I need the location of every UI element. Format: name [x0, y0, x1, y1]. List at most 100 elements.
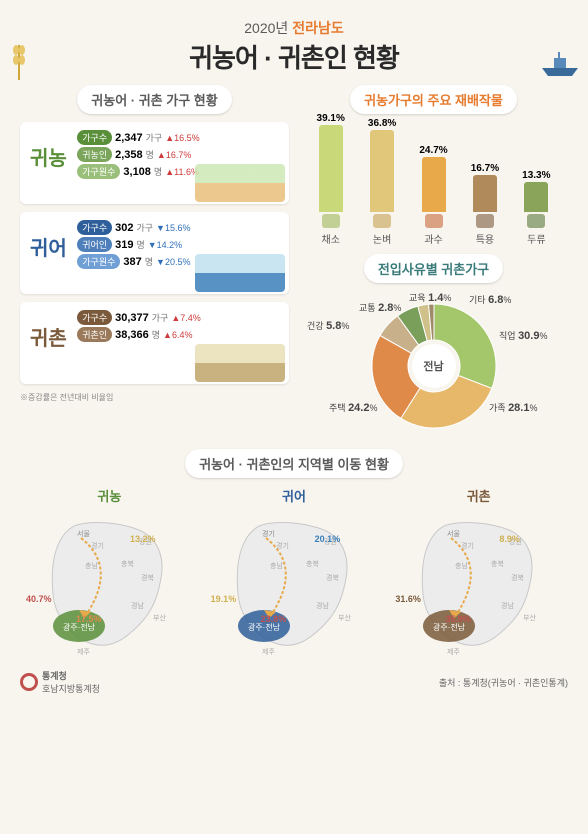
- pie-center: 전남: [412, 344, 456, 388]
- pie-label: 기타 6.8%: [469, 293, 511, 306]
- card-art: [195, 254, 285, 292]
- map-value: 40.7%: [26, 594, 52, 604]
- korea-map-icon: 광주·전남 서울 경기 강원 충북 충남 경북 경남 부산 제주: [29, 508, 189, 658]
- stat-value: 387: [123, 256, 141, 268]
- footer: 통계청 호남지방통계청 출처 : 통계청(귀농어 · 귀촌인통계): [20, 669, 568, 695]
- bar-col: 16.7% 특용: [463, 163, 506, 246]
- stat-delta: ▲16.5%: [165, 133, 199, 143]
- stat-value: 38,366: [115, 329, 149, 341]
- map-value: 17.5%: [76, 614, 102, 624]
- map-value: 8.9%: [499, 534, 520, 544]
- bar-icon: [527, 214, 545, 228]
- stat-row: 귀농인 2,358명 ▲16.7%: [77, 147, 199, 162]
- stat-delta: ▼15.6%: [156, 223, 190, 233]
- card-귀촌: 귀촌 가구수 30,377가구 ▲7.4% 귀촌인 38,366명 ▲6.4%: [20, 302, 289, 384]
- stat-value: 30,377: [115, 312, 149, 324]
- bar: [473, 175, 497, 212]
- stat-pill: 가구수: [77, 310, 112, 325]
- pie-label: 직업 30.9%: [499, 329, 548, 342]
- bar-category: 채소: [322, 231, 340, 246]
- stat-delta: ▲6.4%: [163, 330, 192, 340]
- map-귀어: 귀어 광주·전남 경기 경기 강원 충북 충남 경북 경남 부산 제주 23.8…: [205, 486, 384, 663]
- maps-title: 귀농어 · 귀촌인의 지역별 이동 현황: [185, 449, 403, 478]
- map-귀농: 귀농 광주·전남 서울 경기 강원 충북 충남 경북 경남 부산 제주 40.7…: [20, 486, 199, 663]
- map-value: 13.2%: [130, 534, 156, 544]
- stat-row: 귀어인 319명 ▼14.2%: [77, 237, 190, 252]
- bar-label: 24.7%: [419, 145, 447, 156]
- bar-icon: [476, 214, 494, 228]
- bar-label: 16.7%: [471, 163, 499, 174]
- stat-delta: ▲11.6%: [165, 167, 199, 177]
- stat-pill: 귀어인: [77, 237, 112, 252]
- svg-text:충북: 충북: [306, 559, 319, 568]
- bar-icon: [322, 214, 340, 228]
- stat-value: 319: [115, 239, 133, 251]
- card-art: [195, 344, 285, 382]
- stat-row: 가구수 2,347가구 ▲16.5%: [77, 130, 199, 145]
- bar-col: 39.1% 채소: [309, 113, 352, 246]
- map-name: 귀어: [205, 486, 384, 505]
- reason-title: 전입사유별 귀촌가구: [364, 254, 503, 283]
- stat-value: 3,108: [123, 166, 151, 178]
- org1: 통계청: [42, 669, 100, 682]
- household-title: 귀농어 · 귀촌 가구 현황: [77, 85, 231, 114]
- svg-text:충남: 충남: [270, 561, 283, 570]
- footer-logo: 통계청 호남지방통계청: [20, 669, 100, 695]
- maps-section: 귀농어 · 귀촌인의 지역별 이동 현황 귀농 광주·전남 서울 경기 강원 충…: [20, 449, 568, 663]
- bar-category: 논벼: [373, 231, 391, 246]
- crops-title: 귀농가구의 주요 재배작물: [350, 85, 517, 114]
- svg-text:경남: 경남: [316, 601, 329, 610]
- svg-text:경북: 경북: [326, 573, 339, 582]
- ship-icon: [538, 50, 582, 76]
- pie-label: 가족 28.1%: [489, 401, 538, 414]
- right-column: 귀농가구의 주요 재배작물 39.1% 채소 36.8% 논벼 24.7% 과수…: [299, 85, 568, 441]
- stat-row: 귀촌인 38,366명 ▲6.4%: [77, 327, 200, 342]
- stat-pill: 가구원수: [77, 254, 120, 269]
- korea-map-icon: 광주·전남 경기 경기 강원 충북 충남 경북 경남 부산 제주: [214, 508, 374, 658]
- bar-col: 24.7% 과수: [412, 145, 455, 246]
- stat-pill: 귀촌인: [77, 327, 112, 342]
- map-value: 23.8%: [261, 614, 287, 624]
- crops-barchart: 39.1% 채소 36.8% 논벼 24.7% 과수 16.7% 특용 13.3…: [299, 122, 568, 248]
- svg-text:제주: 제주: [77, 648, 90, 656]
- bar: [370, 130, 394, 212]
- stat-row: 가구원수 3,108명 ▲11.6%: [77, 164, 199, 179]
- bar-col: 36.8% 논벼: [360, 118, 403, 246]
- stat-value: 2,347: [115, 132, 143, 144]
- stat-delta: ▲7.4%: [171, 313, 200, 323]
- svg-text:충남: 충남: [455, 561, 468, 570]
- bar: [524, 182, 548, 212]
- stat-delta: ▼14.2%: [148, 240, 182, 250]
- stat-delta: ▼20.5%: [156, 257, 190, 267]
- svg-text:제주: 제주: [447, 648, 460, 656]
- svg-text:충북: 충북: [491, 559, 504, 568]
- pie-label: 건강 5.8%: [307, 319, 349, 332]
- map-value: 31.6%: [395, 594, 421, 604]
- bar-label: 36.8%: [368, 118, 396, 129]
- card-title: 귀어: [30, 232, 67, 261]
- logo-icon: [20, 673, 38, 691]
- bar-icon: [373, 214, 391, 228]
- bar-label: 39.1%: [317, 113, 345, 124]
- pie-label: 교통 2.8%: [359, 301, 401, 314]
- stat-row: 가구수 302가구 ▼15.6%: [77, 220, 190, 235]
- bar-icon: [425, 214, 443, 228]
- source: 출처 : 통계청(귀농어 · 귀촌인통계): [439, 676, 568, 689]
- year: 2020년: [244, 20, 288, 36]
- stat-value: 302: [115, 222, 133, 234]
- map-value: 19.1%: [211, 594, 237, 604]
- infographic-page: 2020년 전라남도 귀농어 · 귀촌인 현황 귀농어 · 귀촌 가구 현황 귀…: [0, 0, 588, 834]
- card-귀어: 귀어 가구수 302가구 ▼15.6% 귀어인 319명 ▼14.2% 가구원수…: [20, 212, 289, 294]
- svg-text:충북: 충북: [121, 559, 134, 568]
- stat-delta: ▲16.7%: [157, 150, 191, 160]
- svg-text:경북: 경북: [141, 573, 154, 582]
- svg-text:부산: 부산: [523, 613, 536, 622]
- left-column: 귀농어 · 귀촌 가구 현황 귀농 가구수 2,347가구 ▲16.5% 귀농인…: [20, 85, 289, 441]
- stat-value: 2,358: [115, 149, 143, 161]
- map-value: 35.9%: [445, 614, 471, 624]
- svg-text:충남: 충남: [85, 561, 98, 570]
- svg-text:경남: 경남: [501, 601, 514, 610]
- bar-label: 13.3%: [522, 170, 550, 181]
- korea-map-icon: 광주·전남 서울 경기 강원 충북 충남 경북 경남 부산 제주: [399, 508, 559, 658]
- card-title: 귀농: [30, 142, 67, 171]
